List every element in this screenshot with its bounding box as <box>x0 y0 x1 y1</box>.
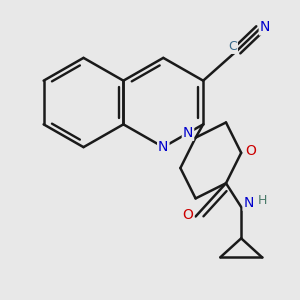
Text: O: O <box>245 144 256 158</box>
Text: N: N <box>244 196 254 210</box>
Text: N: N <box>260 20 270 34</box>
Text: H: H <box>257 194 267 207</box>
Text: N: N <box>183 126 193 140</box>
Text: C: C <box>228 40 237 53</box>
Text: O: O <box>183 208 194 222</box>
Text: N: N <box>158 140 169 154</box>
